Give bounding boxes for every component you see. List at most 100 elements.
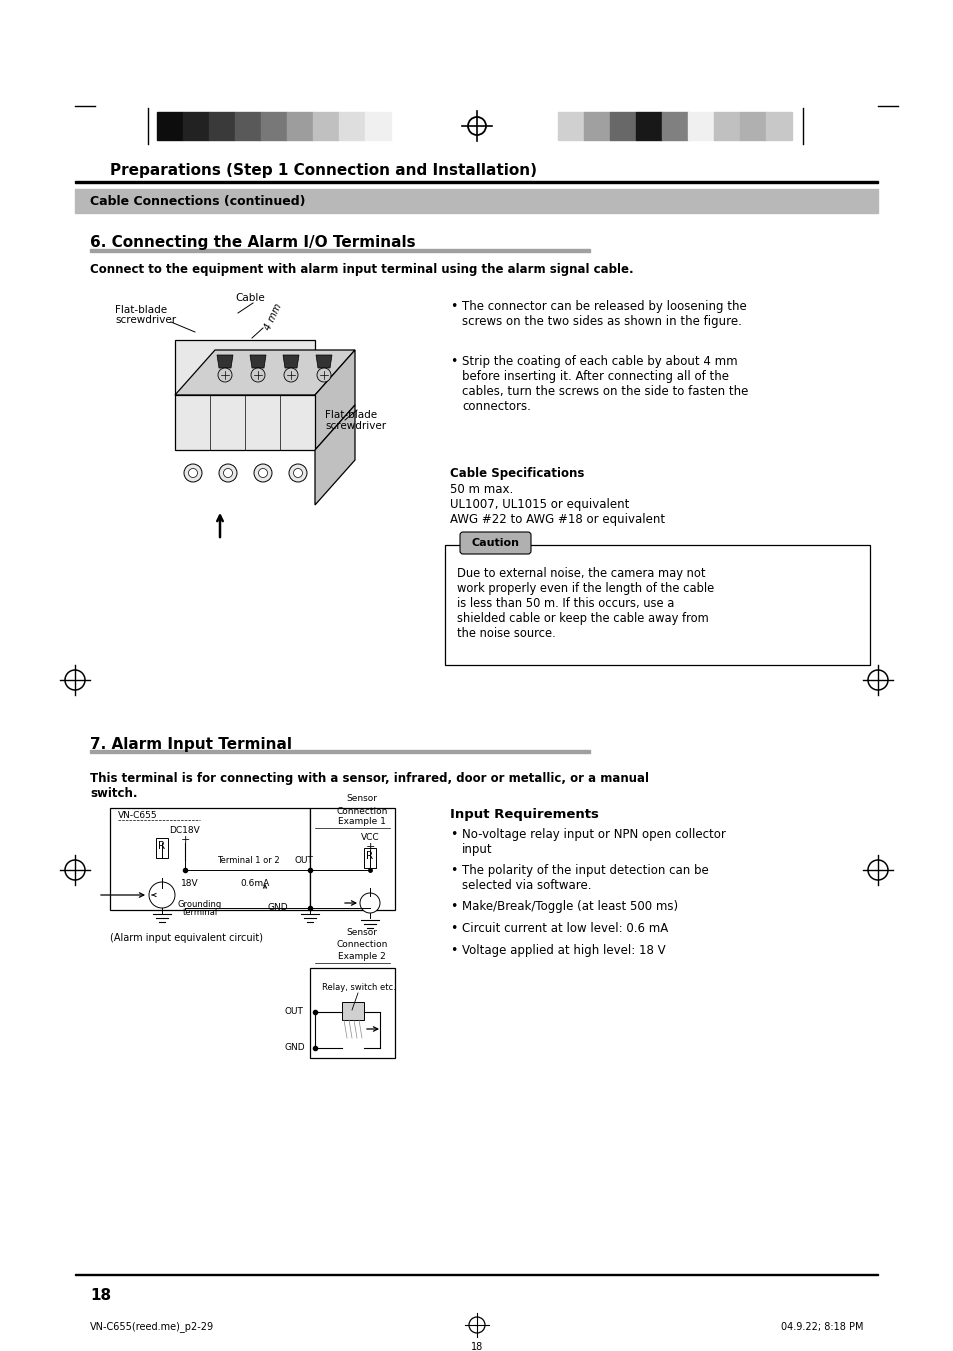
Bar — [110, 808, 310, 911]
Bar — [261, 112, 287, 141]
Text: Preparations (Step 1 Connection and Installation): Preparations (Step 1 Connection and Inst… — [110, 162, 537, 177]
Bar — [558, 112, 583, 141]
Bar — [75, 1274, 877, 1275]
Circle shape — [218, 367, 232, 382]
Text: Relay, switch etc.: Relay, switch etc. — [322, 984, 395, 992]
Text: Example 2: Example 2 — [337, 952, 385, 961]
Bar — [90, 249, 589, 253]
Text: Grounding: Grounding — [177, 900, 222, 909]
Circle shape — [149, 882, 174, 908]
Polygon shape — [250, 355, 266, 367]
Bar — [765, 112, 791, 141]
Text: (Alarm input equivalent circuit): (Alarm input equivalent circuit) — [110, 934, 263, 943]
Bar — [583, 112, 609, 141]
Text: Sensor: Sensor — [346, 794, 377, 802]
Bar — [287, 112, 313, 141]
FancyBboxPatch shape — [459, 532, 531, 554]
Text: AWG #22 to AWG #18 or equivalent: AWG #22 to AWG #18 or equivalent — [450, 513, 664, 526]
Bar — [365, 112, 391, 141]
Polygon shape — [174, 350, 355, 394]
Bar — [209, 112, 234, 141]
Bar — [90, 750, 589, 753]
Circle shape — [258, 469, 267, 477]
Text: Sensor: Sensor — [346, 928, 377, 938]
Text: OUT: OUT — [294, 857, 314, 865]
Text: 4 mm: 4 mm — [263, 303, 284, 332]
Text: Due to external noise, the camera may not
work properly even if the length of th: Due to external noise, the camera may no… — [456, 567, 714, 640]
Text: Connection: Connection — [336, 940, 387, 948]
Text: 7. Alarm Input Terminal: 7. Alarm Input Terminal — [90, 738, 292, 753]
Text: Flat-blade: Flat-blade — [325, 409, 376, 420]
Bar — [338, 112, 365, 141]
Text: •: • — [450, 355, 456, 367]
Text: +: + — [180, 835, 190, 844]
Bar — [713, 112, 740, 141]
Polygon shape — [314, 350, 355, 450]
Text: Strip the coating of each cable by about 4 mm
before inserting it. After connect: Strip the coating of each cable by about… — [461, 355, 747, 413]
Text: •: • — [450, 944, 456, 957]
Bar — [310, 969, 395, 1058]
Text: Cable Specifications: Cable Specifications — [450, 467, 584, 480]
Text: 50 m max.: 50 m max. — [450, 484, 513, 496]
Bar — [174, 340, 314, 394]
Text: The polarity of the input detection can be
selected via software.: The polarity of the input detection can … — [461, 865, 708, 892]
Circle shape — [284, 367, 297, 382]
Text: GND: GND — [285, 1043, 305, 1052]
Text: screwdriver: screwdriver — [325, 422, 386, 431]
Text: •: • — [450, 300, 456, 313]
Text: VN-C655: VN-C655 — [118, 811, 157, 820]
Circle shape — [223, 469, 233, 477]
Bar — [75, 181, 877, 182]
Polygon shape — [315, 355, 332, 367]
Text: Cable: Cable — [234, 293, 265, 303]
Circle shape — [189, 469, 197, 477]
Text: The connector can be released by loosening the
screws on the two sides as shown : The connector can be released by looseni… — [461, 300, 746, 328]
Bar — [156, 838, 168, 858]
Circle shape — [219, 463, 236, 482]
Circle shape — [316, 367, 331, 382]
Text: Connection: Connection — [336, 807, 387, 816]
Text: screwdriver: screwdriver — [115, 315, 176, 326]
Text: Terminal 1 or 2: Terminal 1 or 2 — [216, 857, 279, 865]
Bar — [183, 112, 209, 141]
Text: No-voltage relay input or NPN open collector
input: No-voltage relay input or NPN open colle… — [461, 828, 725, 857]
Text: OUT: OUT — [285, 1008, 304, 1016]
Text: Voltage applied at high level: 18 V: Voltage applied at high level: 18 V — [461, 944, 665, 957]
Text: 18: 18 — [90, 1288, 111, 1302]
Text: 6. Connecting the Alarm I/O Terminals: 6. Connecting the Alarm I/O Terminals — [90, 235, 416, 250]
Text: Example 1: Example 1 — [337, 817, 386, 825]
Text: 04.9.22; 8:18 PM: 04.9.22; 8:18 PM — [781, 1323, 863, 1332]
Text: VN-C655(reed.me)_p2-29: VN-C655(reed.me)_p2-29 — [90, 1321, 213, 1332]
Text: Circuit current at low level: 0.6 mA: Circuit current at low level: 0.6 mA — [461, 921, 667, 935]
Text: This terminal is for connecting with a sensor, infrared, door or metallic, or a : This terminal is for connecting with a s… — [90, 771, 648, 800]
Polygon shape — [314, 405, 355, 505]
Bar — [313, 112, 338, 141]
Circle shape — [359, 893, 379, 913]
Circle shape — [184, 463, 202, 482]
Text: UL1007, UL1015 or equivalent: UL1007, UL1015 or equivalent — [450, 499, 629, 511]
Text: Connect to the equipment with alarm input terminal using the alarm signal cable.: Connect to the equipment with alarm inpu… — [90, 263, 633, 277]
Text: R: R — [158, 842, 166, 851]
Text: GND: GND — [268, 902, 288, 912]
Text: Caution: Caution — [472, 538, 519, 549]
Bar — [341, 1002, 364, 1020]
Bar — [444, 544, 869, 665]
Bar — [364, 848, 375, 867]
Text: 18V: 18V — [181, 880, 198, 889]
Text: VCC: VCC — [360, 834, 379, 842]
Circle shape — [289, 463, 307, 482]
Text: R: R — [366, 851, 374, 861]
Text: •: • — [450, 828, 456, 842]
Bar — [687, 112, 713, 141]
Text: Make/Break/Toggle (at least 500 ms): Make/Break/Toggle (at least 500 ms) — [461, 900, 678, 913]
Text: Flat-blade: Flat-blade — [115, 305, 167, 315]
Bar — [661, 112, 687, 141]
Text: 0.6mA: 0.6mA — [240, 880, 270, 889]
Bar — [740, 112, 765, 141]
Text: •: • — [450, 921, 456, 935]
Bar — [75, 189, 877, 213]
Circle shape — [251, 367, 265, 382]
Bar — [157, 112, 183, 141]
Text: DC18V: DC18V — [170, 825, 200, 835]
Text: 18: 18 — [471, 1342, 482, 1351]
